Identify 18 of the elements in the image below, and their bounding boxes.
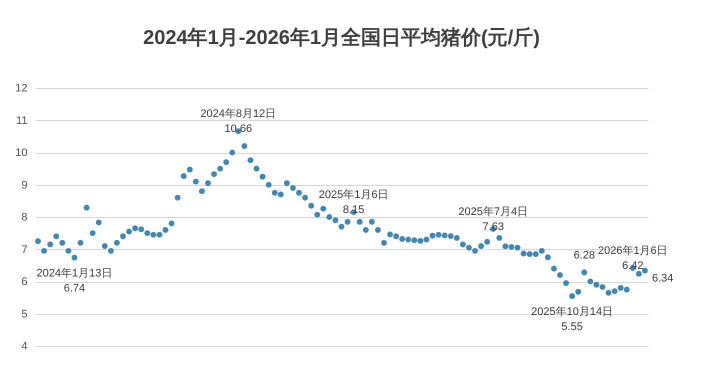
y-tick-label: 8 bbox=[21, 212, 28, 224]
annotation: 2025年1月6日 8.15 bbox=[318, 189, 388, 216]
y-tick-label: 7 bbox=[21, 244, 28, 256]
y-tick-label: 11 bbox=[16, 114, 28, 127]
y-tick-label: 12 bbox=[15, 82, 28, 94]
annotation: 2025年10月14日 5.55 bbox=[531, 306, 614, 334]
y-tick-label: 4 bbox=[21, 340, 28, 352]
annotation: 6.28 bbox=[574, 249, 595, 262]
y-tick-label: 5 bbox=[21, 308, 28, 320]
text: 6.34 bbox=[652, 272, 674, 285]
annotation: 2026年1月6日 6.42 bbox=[598, 244, 668, 272]
y-tick-label: 9 bbox=[21, 179, 28, 192]
annotation: 2024年1月13日 6.74 bbox=[36, 268, 112, 295]
y-tick-label: 10 bbox=[15, 147, 28, 159]
chart-title: 2024年1月-2026年1月全国日平均猪价(元/斤) bbox=[143, 26, 540, 49]
y-tick-label: 6 bbox=[21, 276, 28, 288]
annotation: 2025年7月4日 7.63 bbox=[458, 206, 528, 233]
annotation: 2024年8月12日 10.66 bbox=[200, 108, 276, 136]
